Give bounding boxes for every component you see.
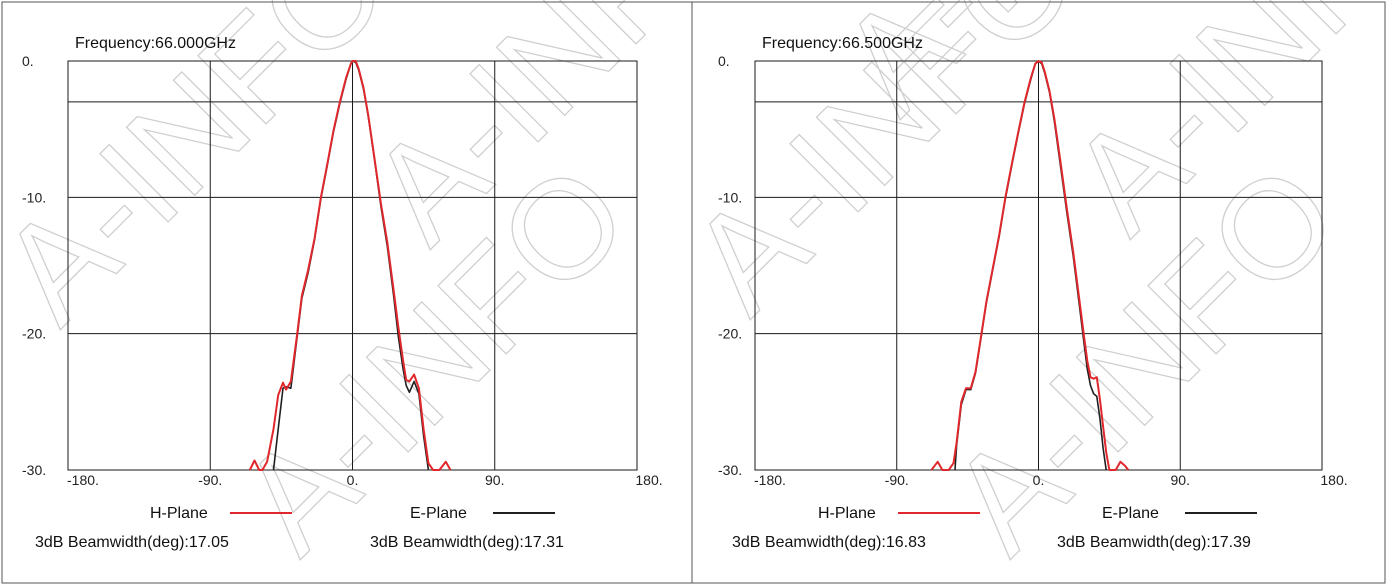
x-tick-label: -90. — [198, 472, 222, 488]
right-panel-frame — [691, 1, 1386, 584]
x-tick-label: 90. — [485, 472, 504, 488]
h-plane-beamwidth: 3dB Beamwidth(deg):17.05 — [35, 534, 229, 551]
h-plane-series-line — [248, 60, 452, 471]
legend-h-plane-label: H-Plane — [818, 505, 876, 522]
y-tick-labels: 0. -10. -20. -30. — [22, 53, 46, 478]
h-plane-beamwidth: 3dB Beamwidth(deg):16.83 — [732, 534, 926, 551]
series-layer — [248, 60, 452, 471]
y-tick-label: -10. — [718, 189, 742, 205]
legend-e-plane-label: E-Plane — [1102, 505, 1159, 522]
x-tick-label: -90. — [885, 472, 909, 488]
x-tick-label: 180. — [1320, 472, 1347, 488]
y-tick-label: -10. — [22, 189, 46, 205]
x-tick-label: -180. — [754, 472, 786, 488]
chart-title: Frequency:66.500GHz — [762, 35, 923, 52]
legend-h-plane-label: H-Plane — [150, 505, 208, 522]
y-tick-labels: 0. -10. -20. -30. — [718, 53, 742, 478]
y-tick-label: 0. — [22, 53, 34, 69]
x-tick-label: -180. — [67, 472, 99, 488]
y-tick-label: -20. — [718, 326, 742, 342]
legend: H-Plane E-Plane 3dB Beamwidth(deg):17.05… — [35, 505, 564, 551]
x-tick-labels: -180. -90. 0. 90. 180. — [754, 472, 1348, 488]
x-tick-label: 180. — [635, 472, 662, 488]
e-plane-beamwidth: 3dB Beamwidth(deg):17.31 — [370, 534, 564, 551]
chart-title: Frequency:66.000GHz — [75, 35, 236, 52]
y-tick-label: -30. — [22, 462, 46, 478]
grid — [754, 60, 1323, 471]
legend-e-plane-label: E-Plane — [410, 505, 467, 522]
y-tick-label: -20. — [22, 326, 46, 342]
h-plane-series-line — [930, 60, 1130, 471]
x-tick-labels: -180. -90. 0. 90. 180. — [67, 472, 663, 488]
y-tick-label: -30. — [718, 462, 742, 478]
e-plane-beamwidth: 3dB Beamwidth(deg):17.39 — [1057, 534, 1251, 551]
chart-panel-66000: Frequency:66.000GHz 0. -10. -20. -30. -180.… — [22, 35, 663, 551]
series-layer — [930, 60, 1130, 471]
x-tick-label: 0. — [347, 472, 359, 488]
x-tick-label: 90. — [1171, 472, 1190, 488]
x-tick-label: 0. — [1033, 472, 1045, 488]
y-tick-label: 0. — [718, 53, 730, 69]
chart-panel-66500: Frequency:66.500GHz 0. -10. -20. -30. -180.… — [718, 35, 1348, 551]
watermark-text: A-INFO — [0, 0, 417, 351]
legend: H-Plane E-Plane 3dB Beamwidth(deg):16.83… — [732, 505, 1257, 551]
